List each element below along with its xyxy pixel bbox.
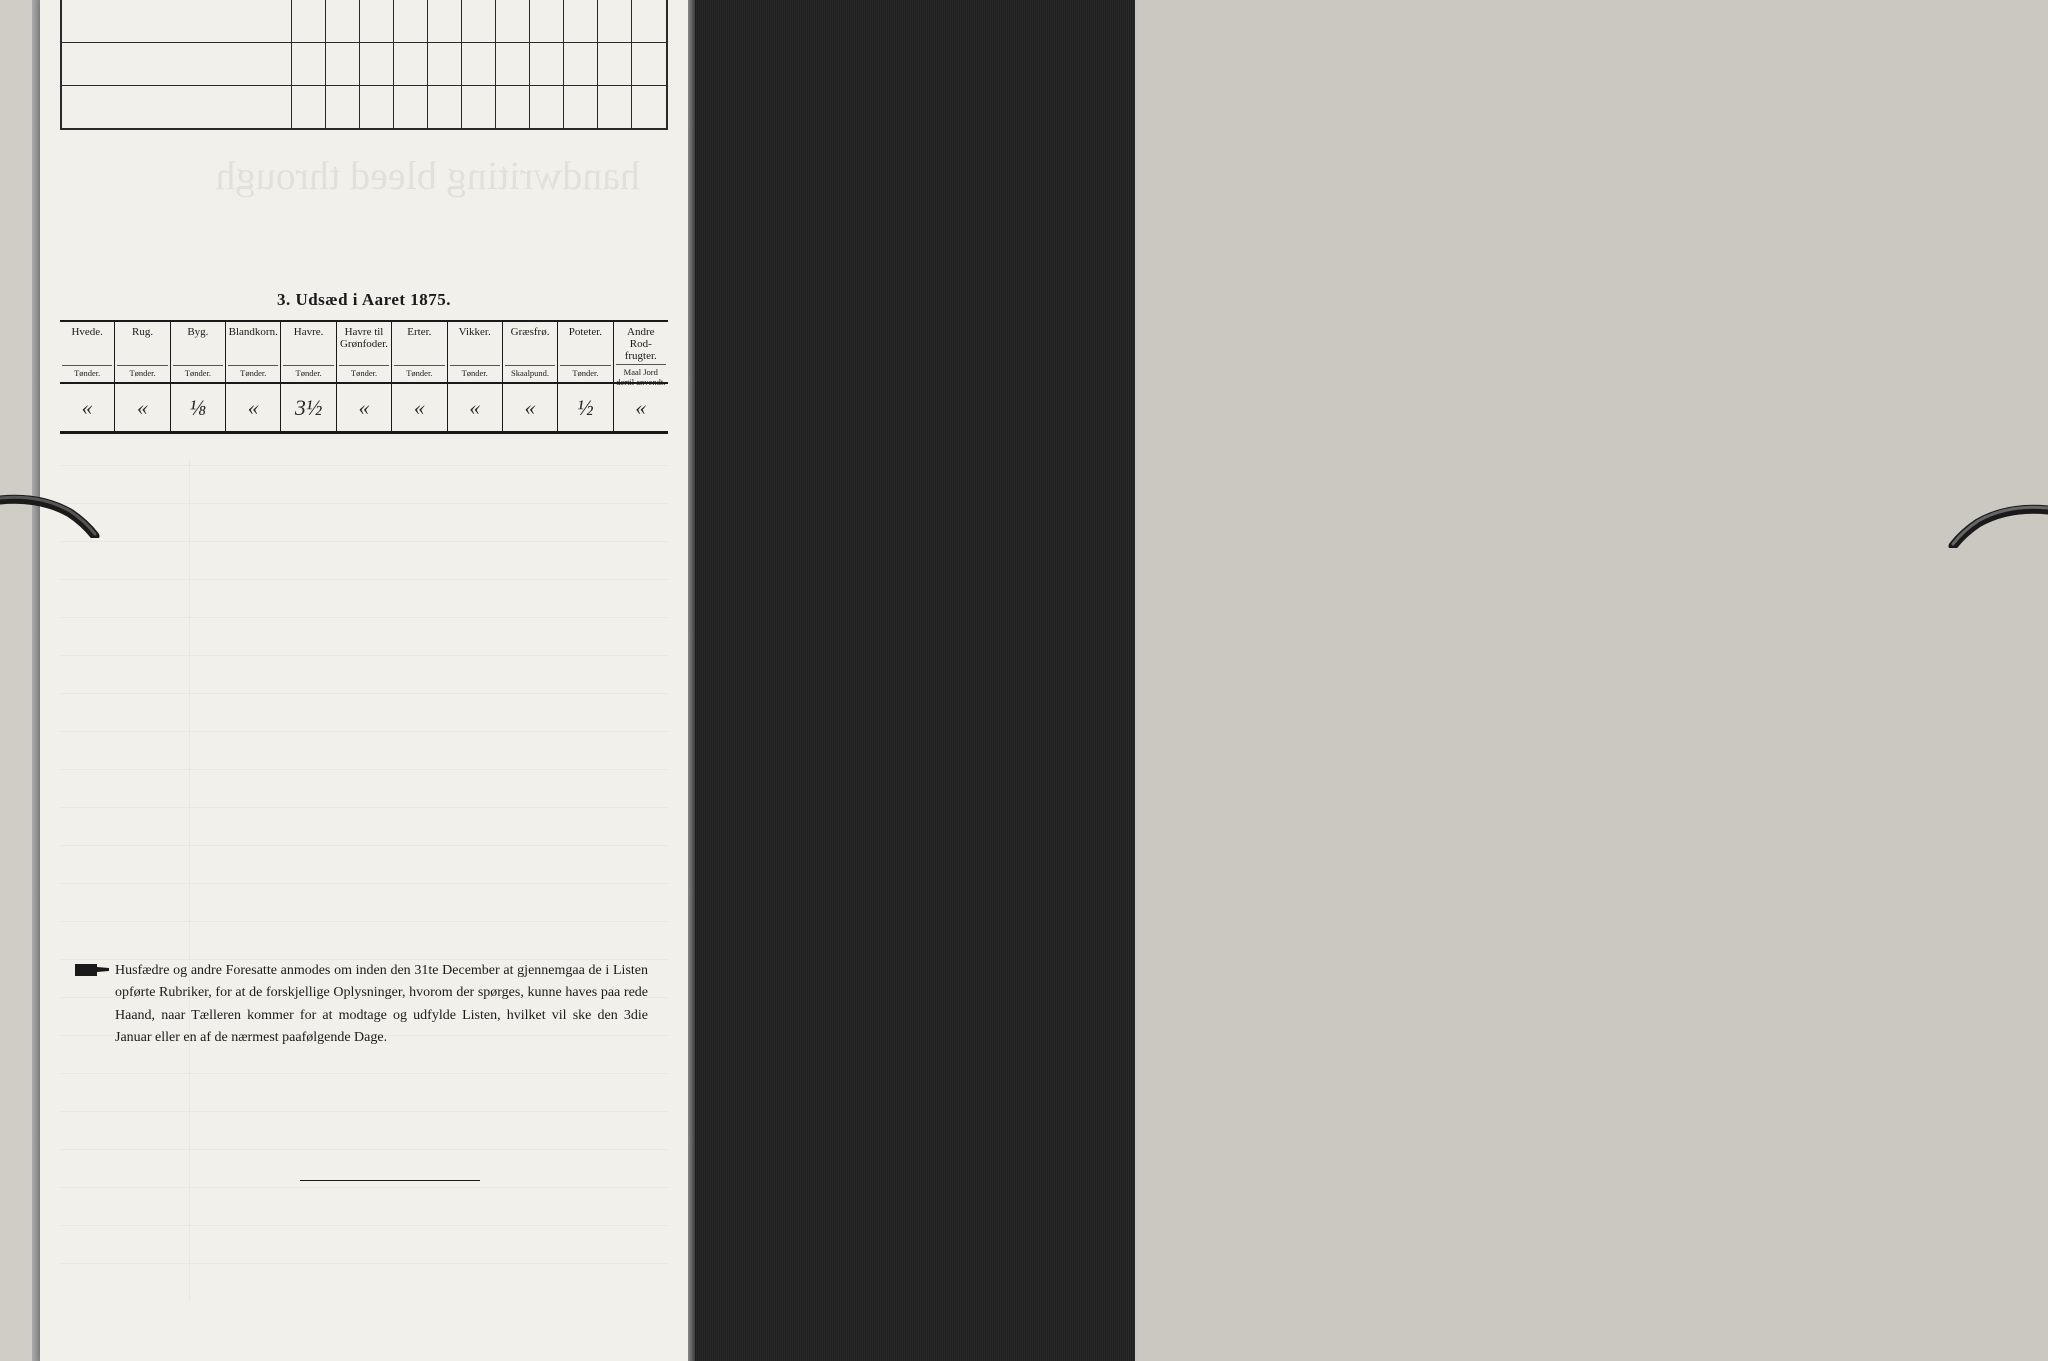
right-blank-page <box>1138 0 2048 1361</box>
table-row <box>62 86 666 129</box>
table-data-row: ««⅛«3½««««½« <box>60 384 668 432</box>
column-header-unit: Tønder. <box>283 365 333 378</box>
top-partial-table <box>60 0 668 130</box>
data-cell: ½ <box>558 384 613 431</box>
column-header-unit: Tønder. <box>117 365 167 378</box>
left-book-clip <box>0 488 100 538</box>
footer-horizontal-rule <box>300 1180 480 1181</box>
column-header: Andre Rod-frugter.Maal Jord dertil anven… <box>614 322 668 382</box>
footer-instruction-text: Husfædre og andre Foresatte anmodes om i… <box>115 960 648 1050</box>
table-row <box>62 0 666 43</box>
data-cell: « <box>115 384 170 431</box>
column-header-label: Havre. <box>283 326 333 338</box>
table-row <box>62 43 666 86</box>
data-cell: « <box>392 384 447 431</box>
column-header: Rug. Tønder. <box>115 322 170 382</box>
data-cell: 3½ <box>281 384 336 431</box>
column-header: Hvede. Tønder. <box>60 322 115 382</box>
column-header-label: Blandkorn. <box>228 326 278 338</box>
data-cell: « <box>226 384 281 431</box>
column-header-label: Vikker. <box>450 326 500 338</box>
column-header: Havre. Tønder. <box>281 322 336 382</box>
column-header-unit: Tønder. <box>450 365 500 378</box>
left-edge-shadow <box>32 0 40 1361</box>
column-header-unit: Tønder. <box>173 365 223 378</box>
right-book-clip <box>1948 498 2048 548</box>
column-header: Havre til Grønfoder. Tønder. <box>337 322 392 382</box>
column-header-unit: Skaalpund. <box>505 365 555 378</box>
column-header: Vikker. Tønder. <box>448 322 503 382</box>
column-header-label: Rug. <box>117 326 167 338</box>
data-cell: « <box>337 384 392 431</box>
column-header: Poteter. Tønder. <box>558 322 613 382</box>
table-header-row: Hvede.Tønder.Rug.Tønder.Byg.Tønder.Bland… <box>60 322 668 384</box>
data-cell: « <box>503 384 558 431</box>
column-header-label: Græsfrø. <box>505 326 555 338</box>
section-title: 3. Udsæd i Aaret 1875. <box>40 290 688 310</box>
faint-column-rule <box>60 460 190 1301</box>
column-header-unit: Tønder. <box>228 365 278 378</box>
bleed-through-text: handwriting bleed through <box>180 150 640 280</box>
column-header-label: Havre til Grønfoder. <box>339 326 389 350</box>
column-header: Byg. Tønder. <box>171 322 226 382</box>
data-cell: « <box>448 384 503 431</box>
column-header-label: Hvede. <box>62 326 112 338</box>
column-header-unit: Tønder. <box>62 365 112 378</box>
pointing-hand-icon <box>75 960 110 980</box>
column-header-label: Andre Rod-frugter. <box>616 326 666 362</box>
column-header: Erter. Tønder. <box>392 322 447 382</box>
column-header-unit: Tønder. <box>394 365 444 378</box>
column-header-unit: Tønder. <box>560 365 610 378</box>
column-header-label: Poteter. <box>560 326 610 338</box>
seed-table: Hvede.Tønder.Rug.Tønder.Byg.Tønder.Bland… <box>60 320 668 434</box>
column-header-unit: Tønder. <box>339 365 389 378</box>
column-header-label: Byg. <box>173 326 223 338</box>
column-header-label: Erter. <box>394 326 444 338</box>
data-cell: ⅛ <box>171 384 226 431</box>
data-cell: « <box>614 384 668 431</box>
column-header: Græsfrø. Skaalpund. <box>503 322 558 382</box>
book-spine-dark <box>695 0 1135 1361</box>
census-document-page: handwriting bleed through 3. Udsæd i Aar… <box>40 0 688 1361</box>
data-cell: « <box>60 384 115 431</box>
column-header: Blandkorn. Tønder. <box>226 322 281 382</box>
